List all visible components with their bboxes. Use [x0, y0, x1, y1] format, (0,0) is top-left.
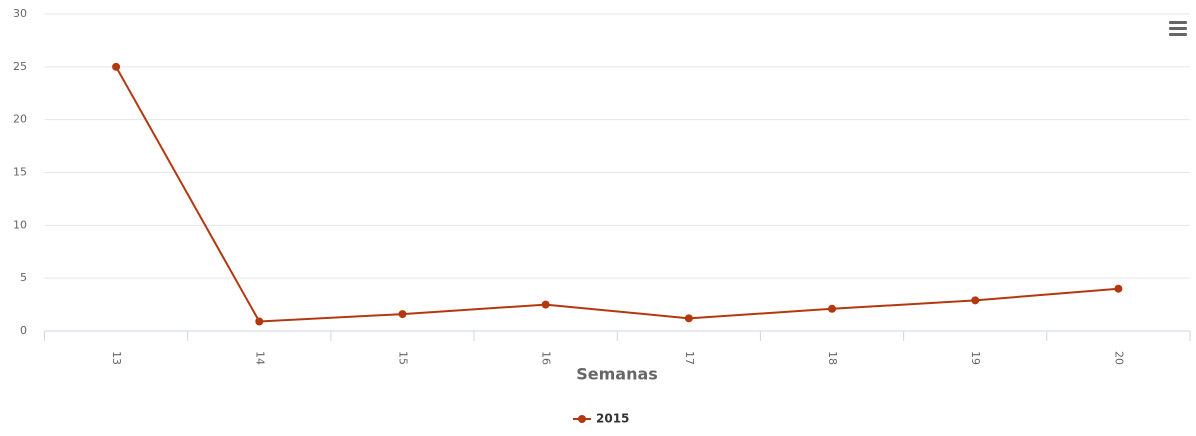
- menu-button[interactable]: [1169, 21, 1187, 36]
- legend-symbol: [578, 415, 586, 423]
- data-point: [684, 314, 693, 323]
- legend-label: 2015: [596, 412, 629, 426]
- menu-bar: [1169, 33, 1187, 36]
- y-tick-label: 15: [13, 166, 27, 179]
- data-point: [541, 300, 550, 309]
- data-point: [112, 62, 121, 71]
- menu-bar: [1169, 21, 1187, 24]
- data-point: [255, 317, 264, 326]
- x-tick-label: 17: [683, 351, 696, 365]
- y-tick-label: 5: [20, 271, 27, 284]
- series-line: [115, 66, 1119, 323]
- x-tick-label: 15: [396, 351, 409, 365]
- x-tick-label: 19: [969, 351, 982, 365]
- x-tick-label: 13: [110, 351, 123, 365]
- x-tick-label: 14: [253, 351, 266, 365]
- data-point: [1114, 284, 1123, 293]
- data-point: [971, 296, 980, 305]
- y-tick-label: 0: [20, 324, 27, 337]
- x-tick-label: 18: [826, 351, 839, 365]
- y-tick-label: 20: [13, 113, 27, 126]
- data-point: [828, 304, 837, 313]
- x-tick-label: 16: [540, 351, 553, 365]
- x-tick-label: 20: [1112, 351, 1125, 365]
- y-tick-label: 10: [13, 218, 27, 231]
- y-tick-label: 30: [13, 7, 27, 20]
- y-tick-label: 25: [13, 60, 27, 73]
- menu-bar: [1169, 27, 1187, 30]
- data-point: [398, 310, 407, 319]
- x-axis-title: Semanas: [576, 365, 658, 384]
- legend-item[interactable]: 2015: [573, 412, 629, 426]
